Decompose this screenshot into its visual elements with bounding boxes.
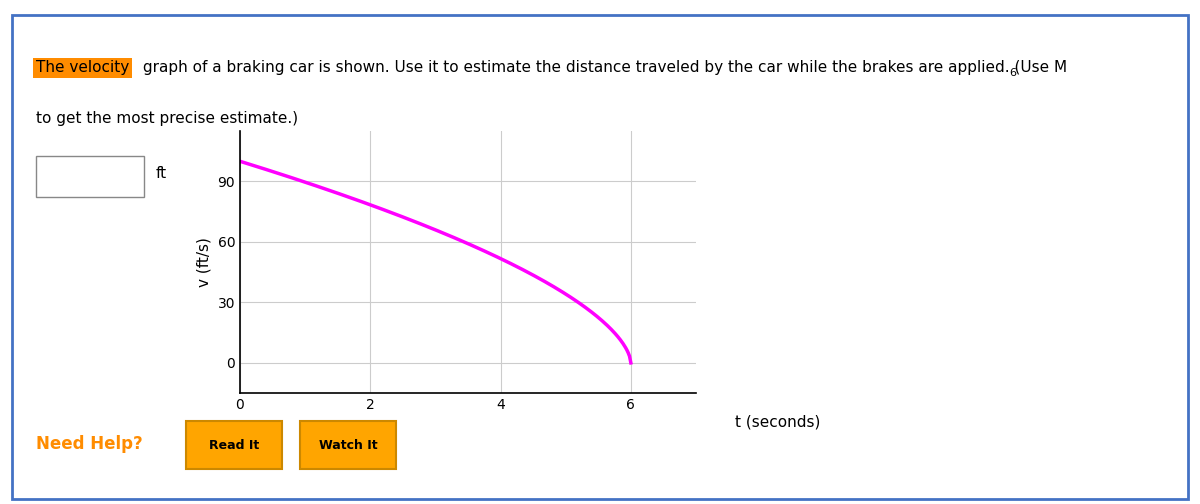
FancyBboxPatch shape xyxy=(12,15,1188,499)
FancyBboxPatch shape xyxy=(186,421,282,469)
Text: 6: 6 xyxy=(1009,68,1016,78)
Text: The velocity: The velocity xyxy=(36,60,130,76)
FancyBboxPatch shape xyxy=(36,156,144,197)
Text: Need Help?: Need Help? xyxy=(36,434,143,453)
Text: Read It: Read It xyxy=(209,438,259,452)
Y-axis label: v (ft/s): v (ft/s) xyxy=(197,237,212,287)
Text: Watch It: Watch It xyxy=(319,438,377,452)
Text: graph of a braking car is shown. Use it to estimate the distance traveled by the: graph of a braking car is shown. Use it … xyxy=(138,60,1067,76)
Text: ft: ft xyxy=(156,166,167,181)
FancyBboxPatch shape xyxy=(300,421,396,469)
Text: to get the most precise estimate.): to get the most precise estimate.) xyxy=(36,111,298,126)
X-axis label: t (seconds): t (seconds) xyxy=(736,414,821,429)
